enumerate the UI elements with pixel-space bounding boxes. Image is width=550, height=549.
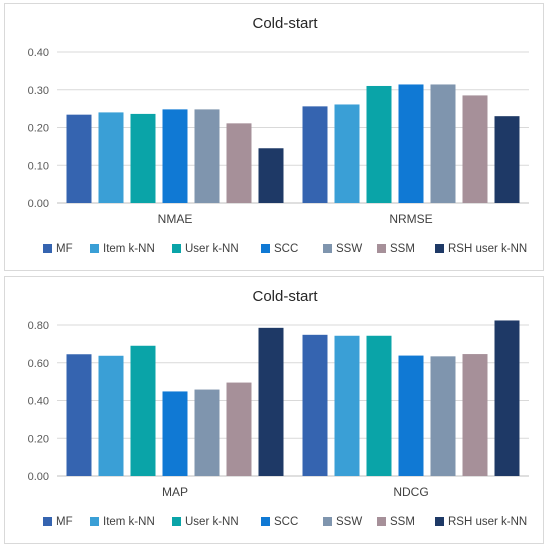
bar-scc-nmae	[162, 109, 188, 203]
legend-swatch-ssw	[323, 517, 332, 526]
legend-label-mf: MF	[56, 243, 73, 255]
legend-swatch-item-k-nn	[90, 244, 99, 253]
y-tick-label: 0.60	[28, 358, 49, 370]
chart-title: Cold-start	[252, 288, 318, 305]
bar-scc-ndcg	[398, 355, 424, 476]
legend-label-scc: SCC	[274, 243, 298, 255]
category-label: NDCG	[393, 485, 428, 499]
legend-swatch-mf	[43, 244, 52, 253]
bar-user-k-nn-map	[130, 345, 156, 476]
bar-ssm-ndcg	[462, 354, 488, 476]
legend-swatch-ssw	[323, 244, 332, 253]
legend-swatch-rsh-user-k-nn	[435, 244, 444, 253]
legend-swatch-user-k-nn	[172, 517, 181, 526]
y-tick-label: 0.00	[28, 471, 49, 483]
bar-mf-ndcg	[302, 334, 328, 476]
y-tick-label: 0.30	[28, 85, 49, 97]
category-label: MAP	[162, 485, 188, 499]
legend-label-item-k-nn: Item k-NN	[103, 243, 155, 255]
y-tick-label: 0.20	[28, 433, 49, 445]
legend-swatch-ssm	[377, 244, 386, 253]
chart-title: Cold-start	[252, 15, 318, 32]
legend-label-rsh-user-k-nn: RSH user k-NN	[448, 516, 527, 528]
y-tick-label: 0.00	[28, 198, 49, 210]
chart-panel-error-metrics: Cold-start 0.00 0.10 0.20 0.30 0.40 NMAE NRMSE M…	[4, 3, 544, 271]
y-tick-label: 0.20	[28, 123, 49, 135]
ranking-metrics-chart: Cold-start 0.00 0.20 0.40 0.60 0.80 MAP NDCG MF I…	[28, 288, 529, 528]
legend-label-ssm: SSM	[390, 516, 415, 528]
bar-user-k-nn-ndcg	[366, 335, 392, 476]
bar-user-k-nn-nrmse	[366, 85, 392, 203]
legend-swatch-item-k-nn	[90, 517, 99, 526]
category-label: NRMSE	[389, 212, 432, 226]
legend-swatch-ssm	[377, 517, 386, 526]
bar-rsh-user-k-nn-map	[258, 327, 284, 476]
bar-ssm-nrmse	[462, 95, 488, 203]
legend-label-scc: SCC	[274, 516, 298, 528]
legend-swatch-scc	[261, 517, 270, 526]
legend-swatch-scc	[261, 244, 270, 253]
bar-mf-map	[66, 354, 92, 476]
y-tick-label: 0.80	[28, 320, 49, 332]
legend-label-ssw: SSW	[336, 243, 362, 255]
legend-label-ssw: SSW	[336, 516, 362, 528]
bar-ssw-nmae	[194, 109, 220, 203]
bar-scc-map	[162, 391, 188, 476]
bar-ssw-map	[194, 389, 220, 476]
legend-swatch-rsh-user-k-nn	[435, 517, 444, 526]
legend-label-user-k-nn: User k-NN	[185, 516, 239, 528]
bar-ssm-map	[226, 382, 252, 476]
legend-label-mf: MF	[56, 516, 73, 528]
bar-mf-nrmse	[302, 106, 328, 203]
bar-item-k-nn-ndcg	[334, 335, 360, 476]
bar-item-k-nn-map	[98, 355, 124, 476]
bar-ssw-ndcg	[430, 356, 456, 476]
legend-label-user-k-nn: User k-NN	[185, 243, 239, 255]
bar-scc-nrmse	[398, 84, 424, 203]
bar-rsh-user-k-nn-nmae	[258, 148, 284, 203]
bar-rsh-user-k-nn-nrmse	[494, 116, 520, 203]
y-tick-label: 0.40	[28, 396, 49, 408]
legend-label-item-k-nn: Item k-NN	[103, 516, 155, 528]
bar-mf-nmae	[66, 114, 92, 203]
chart-panel-ranking-metrics: Cold-start 0.00 0.20 0.40 0.60 0.80 MAP NDCG MF I…	[4, 276, 544, 544]
legend-label-ssm: SSM	[390, 243, 415, 255]
y-tick-label: 0.10	[28, 160, 49, 172]
legend-swatch-user-k-nn	[172, 244, 181, 253]
bar-ssm-nmae	[226, 123, 252, 203]
legend-swatch-mf	[43, 517, 52, 526]
legend-label-rsh-user-k-nn: RSH user k-NN	[448, 243, 527, 255]
error-metrics-chart: Cold-start 0.00 0.10 0.20 0.30 0.40 NMAE NRMSE M…	[28, 15, 529, 255]
bar-user-k-nn-nmae	[130, 113, 156, 203]
bar-item-k-nn-nmae	[98, 112, 124, 203]
bar-item-k-nn-nrmse	[334, 104, 360, 203]
y-tick-label: 0.40	[28, 47, 49, 59]
bar-ssw-nrmse	[430, 84, 456, 203]
category-label: NMAE	[158, 212, 193, 226]
bar-rsh-user-k-nn-ndcg	[494, 320, 520, 476]
